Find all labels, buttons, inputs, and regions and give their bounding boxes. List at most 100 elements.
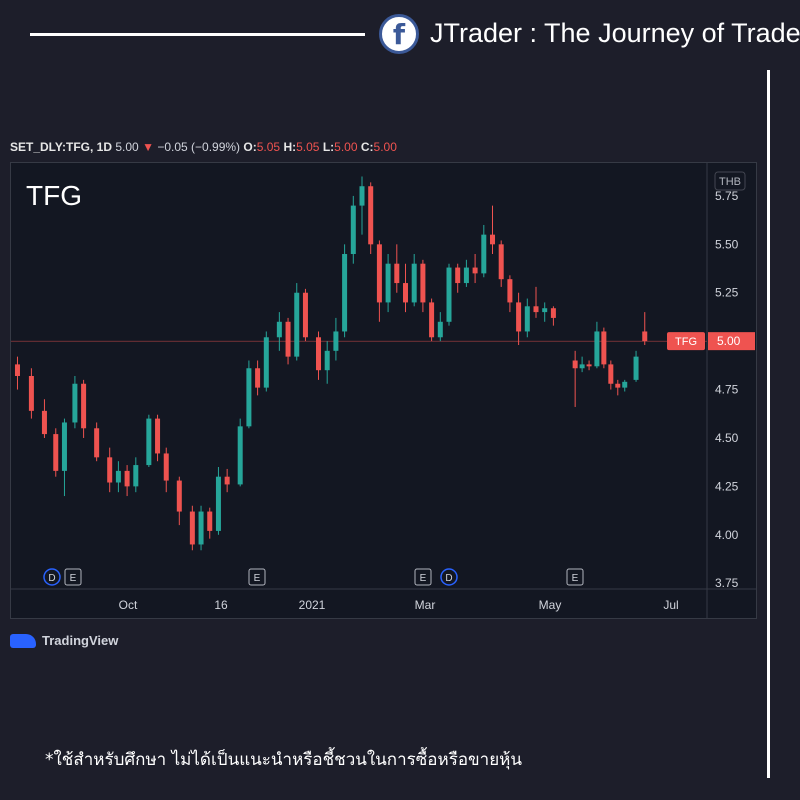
close-value: 5.00 (373, 140, 397, 154)
currency-box (714, 171, 746, 191)
candle-body (316, 337, 321, 371)
high-label: H: (283, 140, 297, 154)
earnings-marker (414, 568, 432, 586)
candle-body (385, 263, 391, 303)
candle-body (176, 480, 182, 512)
candle-body (333, 331, 339, 351)
candle-body (255, 368, 261, 388)
candle-body (507, 279, 513, 303)
candle-body (633, 356, 639, 380)
y-tick-label: 4.25 (715, 479, 739, 493)
candle-body (594, 331, 600, 367)
candle-body (285, 321, 291, 357)
x-tick-label: 2021 (299, 598, 326, 612)
candle-body (146, 418, 152, 466)
y-tick-label: 5.25 (715, 286, 739, 300)
down-arrow-icon: ▼ (142, 140, 154, 154)
candle-body (163, 453, 169, 481)
candle-body (411, 263, 417, 303)
candle-body (394, 263, 400, 284)
price-change: −0.05 (−0.99%) (157, 140, 241, 154)
x-tick-label: Oct (119, 598, 138, 612)
earnings-marker-label: E (254, 573, 261, 584)
close-label: C: (360, 140, 374, 154)
candle-body (608, 364, 614, 384)
candle-body (115, 470, 121, 483)
candle-body (124, 470, 130, 487)
candle-body (542, 308, 548, 313)
x-tick-label: Jul (663, 598, 678, 612)
candle-body (481, 234, 487, 274)
price-value-tag (708, 332, 755, 351)
facebook-icon[interactable]: f (379, 14, 419, 54)
candle-body (615, 383, 621, 388)
candle-body (276, 321, 282, 338)
candle-body (294, 292, 300, 357)
candle-body (550, 308, 556, 318)
candle-body (579, 364, 585, 369)
candle-body (324, 350, 330, 371)
candle-body (572, 360, 578, 369)
candle-body (403, 283, 408, 303)
candle-body (472, 267, 478, 274)
candle-body (61, 422, 67, 471)
candle-body (237, 426, 243, 485)
candle-body (533, 306, 539, 313)
low-label: L: (322, 140, 335, 154)
candle-body (342, 254, 348, 332)
header-rule (30, 33, 365, 36)
candle-body (446, 267, 452, 322)
candle-body (14, 364, 20, 376)
high-value: 5.05 (296, 140, 320, 154)
candle-body (437, 321, 443, 338)
candle-body (28, 376, 34, 411)
candle-body (207, 511, 213, 531)
candle-body (246, 368, 252, 427)
earnings-marker-label: E (420, 573, 427, 584)
dividend-marker-label: D (445, 573, 452, 584)
earnings-marker (64, 568, 82, 586)
candle-body (368, 186, 374, 245)
candle-body (263, 337, 269, 388)
brand-title: JTrader : The Journey of Trader (430, 18, 800, 48)
tradingview-icon (10, 633, 36, 648)
chart-title: TFG (26, 180, 82, 211)
last-price: 5.00 (115, 140, 139, 154)
candle-body (350, 205, 356, 255)
candle-body (189, 511, 195, 545)
y-tick-label: 5.50 (715, 237, 739, 251)
dividend-marker-label: D (48, 573, 55, 584)
earnings-marker-label: E (70, 573, 77, 584)
candle-body (155, 418, 161, 454)
candle-body (601, 331, 607, 365)
x-tick-label: May (539, 598, 562, 612)
candle-body (41, 410, 47, 435)
symbol-label: SET_DLY:TFG, 1D (10, 140, 113, 154)
y-tick-label: 4.50 (715, 431, 739, 445)
candle-body (198, 511, 204, 545)
candle-body (359, 186, 365, 206)
candle-body (215, 476, 221, 531)
candle-body (81, 383, 87, 429)
candle-body (586, 364, 592, 367)
y-tick-label: 4.75 (715, 383, 739, 397)
y-tick-label: 3.75 (715, 576, 739, 590)
candle-body (429, 302, 435, 338)
price-value-label: 5.00 (717, 334, 741, 348)
candle-body (490, 234, 495, 245)
open-label: O: (243, 140, 257, 154)
x-tick-label: Mar (415, 598, 436, 612)
price-symbol-tag (667, 332, 705, 351)
tradingview-logo[interactable]: TradingView (10, 633, 118, 648)
earnings-marker (248, 568, 266, 586)
y-tick-label: 5.75 (715, 189, 739, 203)
x-tick-label: 16 (214, 598, 228, 612)
price-symbol-label: TFG (675, 336, 697, 348)
candle-body (516, 302, 522, 332)
candle-body (94, 428, 100, 458)
candle-body (72, 383, 78, 423)
candle-body (642, 331, 648, 342)
candle-body (133, 465, 139, 487)
